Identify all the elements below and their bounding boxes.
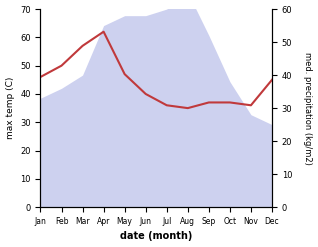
X-axis label: date (month): date (month) (120, 231, 192, 242)
Y-axis label: med. precipitation (kg/m2): med. precipitation (kg/m2) (303, 52, 313, 165)
Y-axis label: max temp (C): max temp (C) (5, 77, 15, 139)
